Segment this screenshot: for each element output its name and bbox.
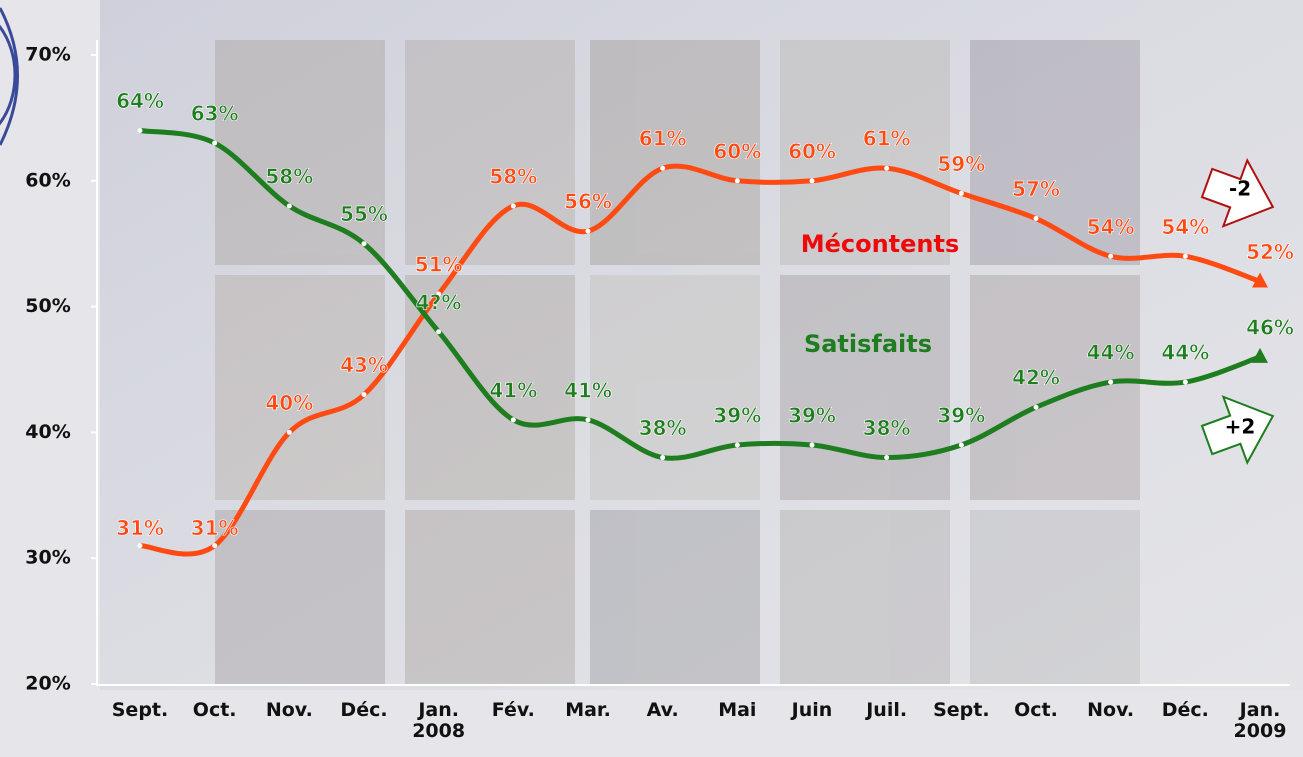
point (137, 127, 143, 133)
y-tick-label: 60% (25, 169, 70, 191)
end-marker (1252, 347, 1268, 363)
x-tick-label: Juil. (866, 699, 908, 721)
series-label: Mécontents (801, 230, 960, 258)
data-label: 51% (415, 253, 463, 277)
data-label: 57% (1012, 177, 1060, 201)
data-label: 41% (489, 378, 537, 402)
data-label: 52% (1246, 240, 1294, 264)
arrow-up (1200, 395, 1275, 466)
x-tick-label: Nov. (1087, 699, 1135, 721)
x-tick-label: Nov. (265, 699, 313, 721)
point (361, 392, 367, 398)
data-label: 60% (788, 139, 836, 163)
point (1182, 253, 1188, 259)
data-label: 61% (639, 127, 687, 151)
point (1033, 216, 1039, 222)
data-label: 60% (713, 139, 761, 163)
data-label: 39% (713, 403, 761, 427)
point (1108, 253, 1114, 259)
point (1033, 404, 1039, 410)
x-tick-label: Oct. (192, 699, 237, 721)
data-label: 38% (639, 416, 687, 440)
x-tick-label: Fév. (491, 699, 535, 721)
data-label: 59% (937, 152, 985, 176)
data-label: 31% (191, 516, 239, 540)
x-tick-label: Sept. (111, 699, 169, 721)
data-label: 41% (564, 378, 612, 402)
point (585, 228, 591, 234)
data-label: 39% (788, 403, 836, 427)
data-label: 39% (937, 403, 985, 427)
y-tick-label: 50% (25, 295, 70, 317)
x-tick-label: Juin (791, 699, 833, 721)
x-tick-label: Jan. 2009 (1233, 699, 1287, 742)
point (137, 543, 143, 549)
series-label: Satisfaits (804, 330, 932, 358)
point (510, 417, 516, 423)
photo-grid (215, 40, 1140, 685)
y-tick-label: 20% (25, 673, 70, 695)
data-label: 31% (116, 516, 164, 540)
point (212, 543, 218, 549)
point (585, 417, 591, 423)
data-label: 56% (564, 190, 612, 214)
data-label: 54% (1087, 215, 1135, 239)
point (212, 140, 218, 146)
data-label: 63% (191, 102, 239, 126)
x-tick-label: Sept. (933, 699, 990, 721)
data-label: 55% (340, 202, 388, 226)
point (1182, 379, 1188, 385)
point (660, 165, 666, 171)
point (884, 165, 890, 171)
point (660, 455, 666, 461)
x-tick-label: Déc. (1161, 699, 1209, 721)
point (734, 442, 740, 448)
point (734, 178, 740, 184)
data-label: 38% (863, 416, 911, 440)
x-tick-label: Av. (646, 699, 679, 721)
data-label: 46% (1246, 315, 1294, 339)
end-marker (1252, 272, 1268, 288)
point (958, 442, 964, 448)
point (884, 455, 890, 461)
data-label: 44% (1087, 341, 1135, 365)
y-tick-label: 70% (25, 44, 70, 66)
point (958, 190, 964, 196)
point (510, 203, 516, 209)
point (809, 442, 815, 448)
x-tick-label: Mar. (565, 699, 611, 721)
point (809, 178, 815, 184)
data-label: 54% (1161, 215, 1209, 239)
data-label: 61% (863, 127, 911, 151)
data-label: 40% (265, 391, 313, 415)
data-label: 43% (340, 353, 388, 377)
logo-arc (0, 7, 19, 146)
x-tick-label: Mai (718, 699, 757, 721)
data-label: 44% (1161, 341, 1209, 365)
y-tick-label: 40% (25, 421, 70, 443)
data-label: 58% (265, 164, 313, 188)
x-tick-label: Jan. 2008 (412, 699, 466, 742)
data-label: 58% (489, 164, 537, 188)
y-tick-label: 30% (25, 547, 70, 569)
point (436, 329, 442, 335)
x-tick-label: Oct. (1014, 699, 1058, 721)
point (286, 429, 292, 435)
x-tick-label: Déc. (340, 699, 388, 721)
data-label: 64% (116, 89, 164, 113)
data-label: 42% (1012, 366, 1060, 390)
arrow-down (1200, 157, 1275, 228)
point (286, 203, 292, 209)
series-line (139, 128, 1261, 461)
data-label: 4?% (416, 290, 462, 314)
annotation: -2 (1229, 177, 1251, 201)
point (436, 291, 442, 297)
point (361, 241, 367, 247)
point (1108, 379, 1114, 385)
annotation: +2 (1225, 415, 1256, 439)
plot-background (100, 0, 1303, 690)
